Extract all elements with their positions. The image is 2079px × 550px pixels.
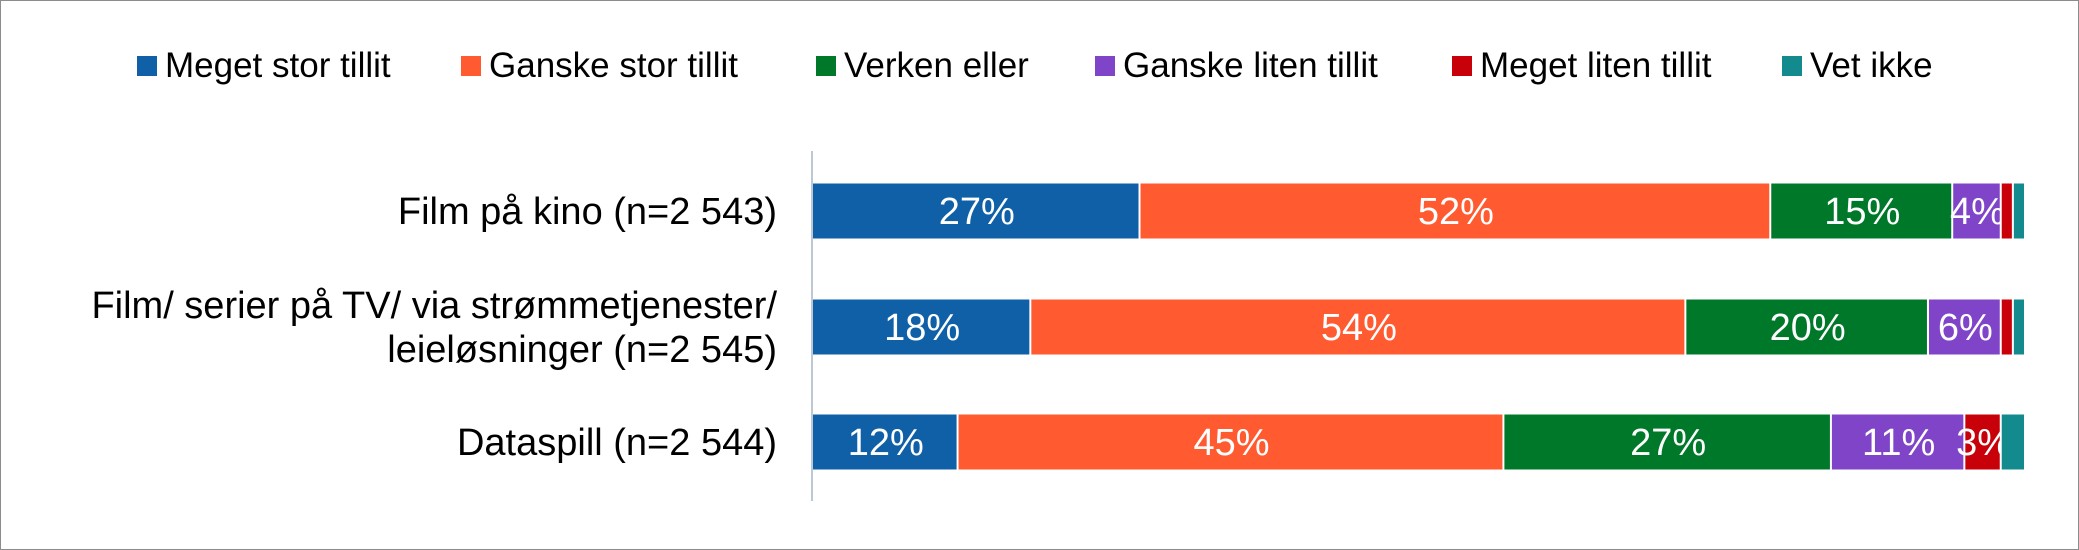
- bar-segment-verken-eller: [1686, 299, 1927, 355]
- legend-swatch: [816, 56, 836, 76]
- legend-swatch: [1452, 56, 1472, 76]
- data-label: 52%: [1418, 191, 1494, 233]
- legend-label: Meget liten tillit: [1480, 46, 1712, 85]
- legend-label: Ganske stor tillit: [489, 46, 738, 85]
- legend-label: Vet ikke: [1810, 46, 1933, 85]
- legend-item-ganske-liten-tillit: Ganske liten tillit: [1095, 46, 1378, 85]
- category-label: Film på kino (n=2 543): [398, 191, 777, 233]
- data-label: 27%: [1630, 422, 1706, 464]
- legend-label: Ganske liten tillit: [1123, 46, 1378, 85]
- bar-segment-meget-liten-tillit: [2001, 183, 2012, 239]
- legend-label: Verken eller: [844, 46, 1029, 85]
- data-label: 27%: [939, 191, 1015, 233]
- data-label: 4%: [1950, 191, 2005, 233]
- legend-label: Meget stor tillit: [165, 46, 391, 85]
- category-label: leieløsninger (n=2 545): [387, 329, 777, 371]
- bar-segment-meget-liten-tillit: [2001, 299, 2012, 355]
- bar-segment-verken-eller: [1771, 183, 1952, 239]
- bar-segment-ganske-stor-tillit: [1140, 183, 1770, 239]
- legend-item-meget-stor-tillit: Meget stor tillit: [137, 46, 391, 85]
- bar-segment-ganske-liten-tillit: [1928, 299, 2000, 355]
- bar-segment-ganske-stor-tillit: [958, 414, 1503, 470]
- data-label: 6%: [1938, 307, 1993, 349]
- data-label: 18%: [884, 307, 960, 349]
- bar-segment-meget-liten-tillit: [1965, 414, 2000, 470]
- data-label: 15%: [1824, 191, 1900, 233]
- bar-segment-vet-ikke: [2013, 299, 2024, 355]
- bar-segment-meget-stor-tillit: [813, 183, 1139, 239]
- data-label: 11%: [1862, 422, 1935, 464]
- data-label: 54%: [1321, 307, 1397, 349]
- bars: 27% 52% 15% 4%18% 54% 20% 6%12% 45% 27% 11% 3%: [813, 183, 2024, 470]
- bar-segment-meget-stor-tillit: [813, 414, 957, 470]
- legend-item-meget-liten-tillit: Meget liten tillit: [1452, 46, 1712, 85]
- data-label: 20%: [1770, 307, 1846, 349]
- category-labels: Film på kino (n=2 543) Film/ serier på TV…: [91, 191, 777, 464]
- bar-segment-vet-ikke: [2013, 183, 2024, 239]
- legend-swatch: [1095, 56, 1115, 76]
- bar-segment-ganske-stor-tillit: [1031, 299, 1685, 355]
- bar-segment-vet-ikke: [2001, 414, 2024, 470]
- category-label: Dataspill (n=2 544): [457, 422, 777, 464]
- bar-segment-verken-eller: [1504, 414, 1830, 470]
- legend: Meget stor tillit Ganske stor tillit Verke…: [137, 46, 1933, 85]
- legend-swatch: [461, 56, 481, 76]
- legend-item-verken-eller: Verken eller: [816, 46, 1029, 85]
- legend-swatch: [1782, 56, 1802, 76]
- data-label: 45%: [1193, 422, 1269, 464]
- bar-segment-ganske-liten-tillit: [1953, 183, 2000, 239]
- legend-item-vet-ikke: Vet ikke: [1782, 46, 1933, 85]
- bar-segment-meget-stor-tillit: [813, 299, 1030, 355]
- legend-swatch: [137, 56, 157, 76]
- data-label: 12%: [848, 422, 924, 464]
- bar-segment-ganske-liten-tillit: [1831, 414, 1964, 470]
- category-label: Film/ serier på TV/ via strømmetjenester…: [91, 285, 777, 327]
- legend-item-ganske-stor-tillit: Ganske stor tillit: [461, 46, 738, 85]
